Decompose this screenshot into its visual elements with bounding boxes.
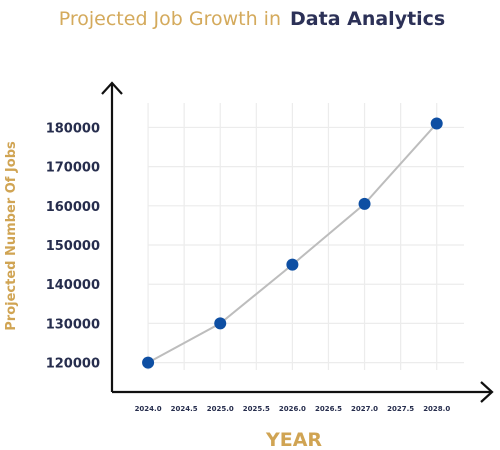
x-tick-label: 2028.0 (423, 405, 450, 413)
data-point (358, 197, 371, 210)
x-tick-label: 2024.5 (171, 405, 198, 413)
grid (147, 103, 464, 370)
x-tick-label: 2025.5 (243, 405, 270, 413)
chart-title-part-1: Projected Job Growth in (59, 8, 281, 30)
chart-title-part-2: Data Analytics (290, 8, 445, 30)
y-tick-label: 180000 (46, 121, 100, 136)
data-point (142, 356, 155, 369)
series (142, 117, 443, 369)
x-tick-label: 2027.5 (387, 405, 414, 413)
axes (101, 81, 494, 403)
x-tick-label: 2026.5 (315, 405, 342, 413)
x-tick-label: 2025.0 (207, 405, 234, 413)
y-tick-label: 120000 (46, 357, 100, 372)
y-axis-arrow (101, 81, 123, 95)
x-tick-label: 2027.0 (351, 405, 378, 413)
x-tick-label: 2026.0 (279, 405, 306, 413)
x-tick-labels: 2024.0 2024.5 2025.0 2025.5 2026.0 2026.5 2027… (135, 405, 451, 413)
x-tick-label: 2024.0 (135, 405, 162, 413)
y-tick-labels: 120000 130000 140000 150000 160000 170000 1800… (46, 121, 100, 371)
y-tick-label: 140000 (46, 278, 100, 293)
data-point (286, 258, 299, 271)
data-point (214, 317, 227, 330)
y-axis-title: Projected Number Of Jobs (4, 141, 19, 331)
y-tick-label: 150000 (46, 239, 100, 254)
data-point (430, 117, 443, 130)
x-axis-title: YEAR (265, 429, 322, 450)
y-tick-label: 130000 (46, 317, 100, 332)
y-tick-label: 170000 (46, 161, 100, 176)
x-axis-arrow (480, 381, 494, 403)
y-tick-label: 160000 (46, 200, 100, 215)
chart-title: Projected Job Growth in Data Analytics (59, 8, 446, 30)
